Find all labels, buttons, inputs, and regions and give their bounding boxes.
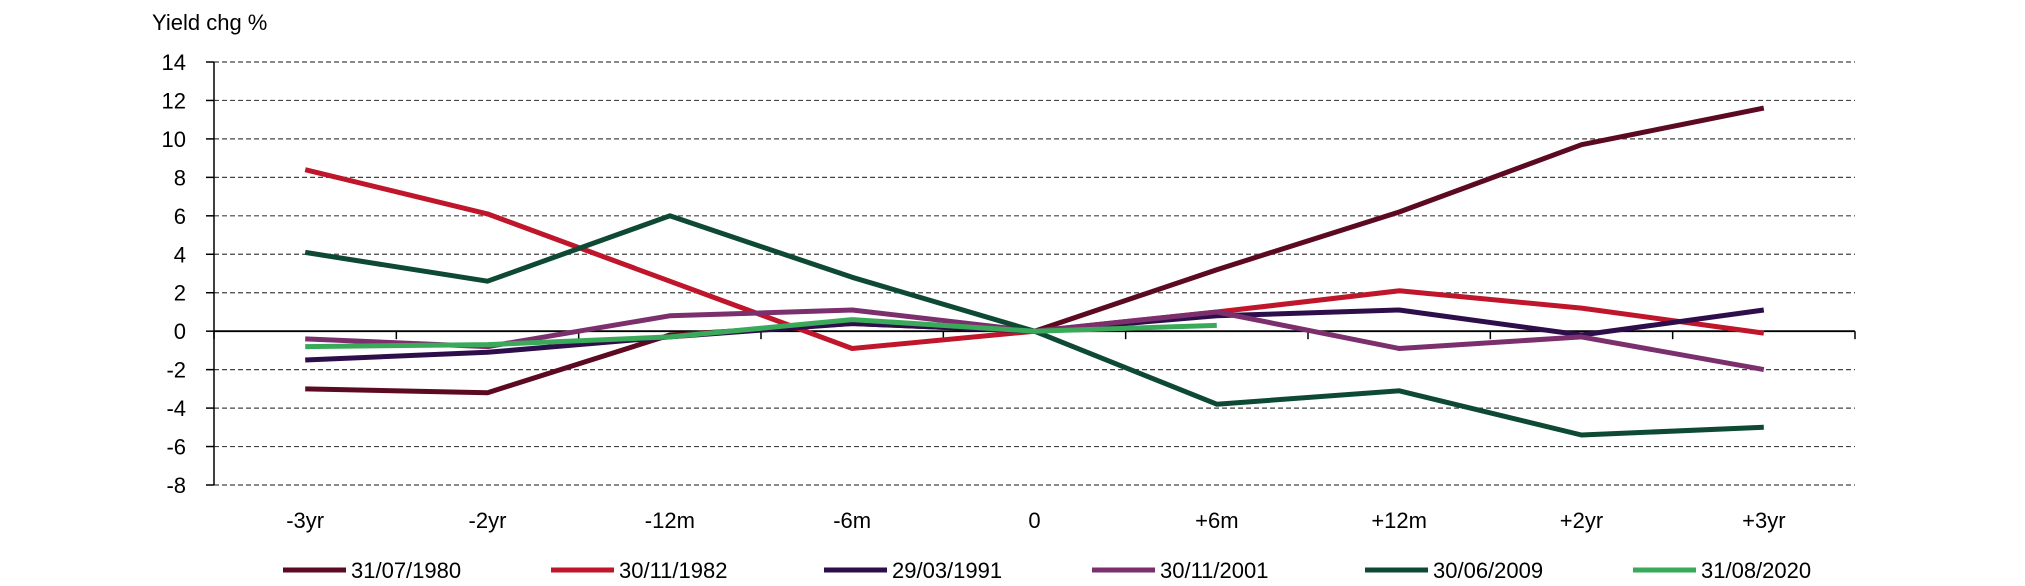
y-axis-title: Yield chg % <box>152 10 267 35</box>
legend-label: 30/11/2001 <box>1160 558 1268 583</box>
gridlines <box>214 61 1855 486</box>
y-tick-label: 6 <box>174 204 186 229</box>
y-axis-tick-labels: -8 -6 -4 -2 0 2 4 6 8 10 12 14 <box>162 50 215 498</box>
x-axis-tick-labels: -3yr -2yr -12m -6m 0 +6m +12m +2yr +3yr <box>286 508 1785 533</box>
series-lines <box>304 105 1765 438</box>
series-line-1 <box>304 167 1765 351</box>
y-tick-label: 2 <box>174 281 186 306</box>
y-tick-label: -6 <box>166 435 186 460</box>
legend-label: 31/07/1980 <box>351 558 461 583</box>
y-tick-label: 14 <box>162 50 186 75</box>
series-line-5 <box>305 317 1217 350</box>
x-tick-label: +12m <box>1371 508 1427 533</box>
y-tick-label: 10 <box>162 127 186 152</box>
y-tick-label: -8 <box>166 473 186 498</box>
y-tick-label: 12 <box>162 88 186 113</box>
x-tick-label: 0 <box>1028 508 1040 533</box>
series-line-3 <box>305 307 1765 373</box>
legend-label: 31/08/2020 <box>1701 558 1811 583</box>
y-tick-label: -4 <box>166 396 186 421</box>
x-tick-label: -3yr <box>286 508 324 533</box>
x-tick-label: +2yr <box>1560 508 1603 533</box>
series-line-4 <box>304 213 1764 438</box>
x-tick-label: -6m <box>833 508 871 533</box>
legend-label: 29/03/1991 <box>892 558 1002 583</box>
x-tick-label: -2yr <box>469 508 507 533</box>
y-tick-label: 4 <box>174 242 186 267</box>
y-tick-label: 0 <box>174 319 186 344</box>
x-tick-label: +3yr <box>1742 508 1785 533</box>
series-line-2 <box>305 307 1765 363</box>
legend: 31/07/1980 30/11/1982 29/03/1991 30/11/2001… <box>283 558 1811 583</box>
legend-label: 30/06/2009 <box>1433 558 1543 583</box>
x-tick-label: +6m <box>1195 508 1238 533</box>
x-tick-label: -12m <box>645 508 695 533</box>
y-tick-label: 8 <box>174 165 186 190</box>
y-tick-label: -2 <box>166 358 186 383</box>
legend-label: 30/11/1982 <box>619 558 727 583</box>
